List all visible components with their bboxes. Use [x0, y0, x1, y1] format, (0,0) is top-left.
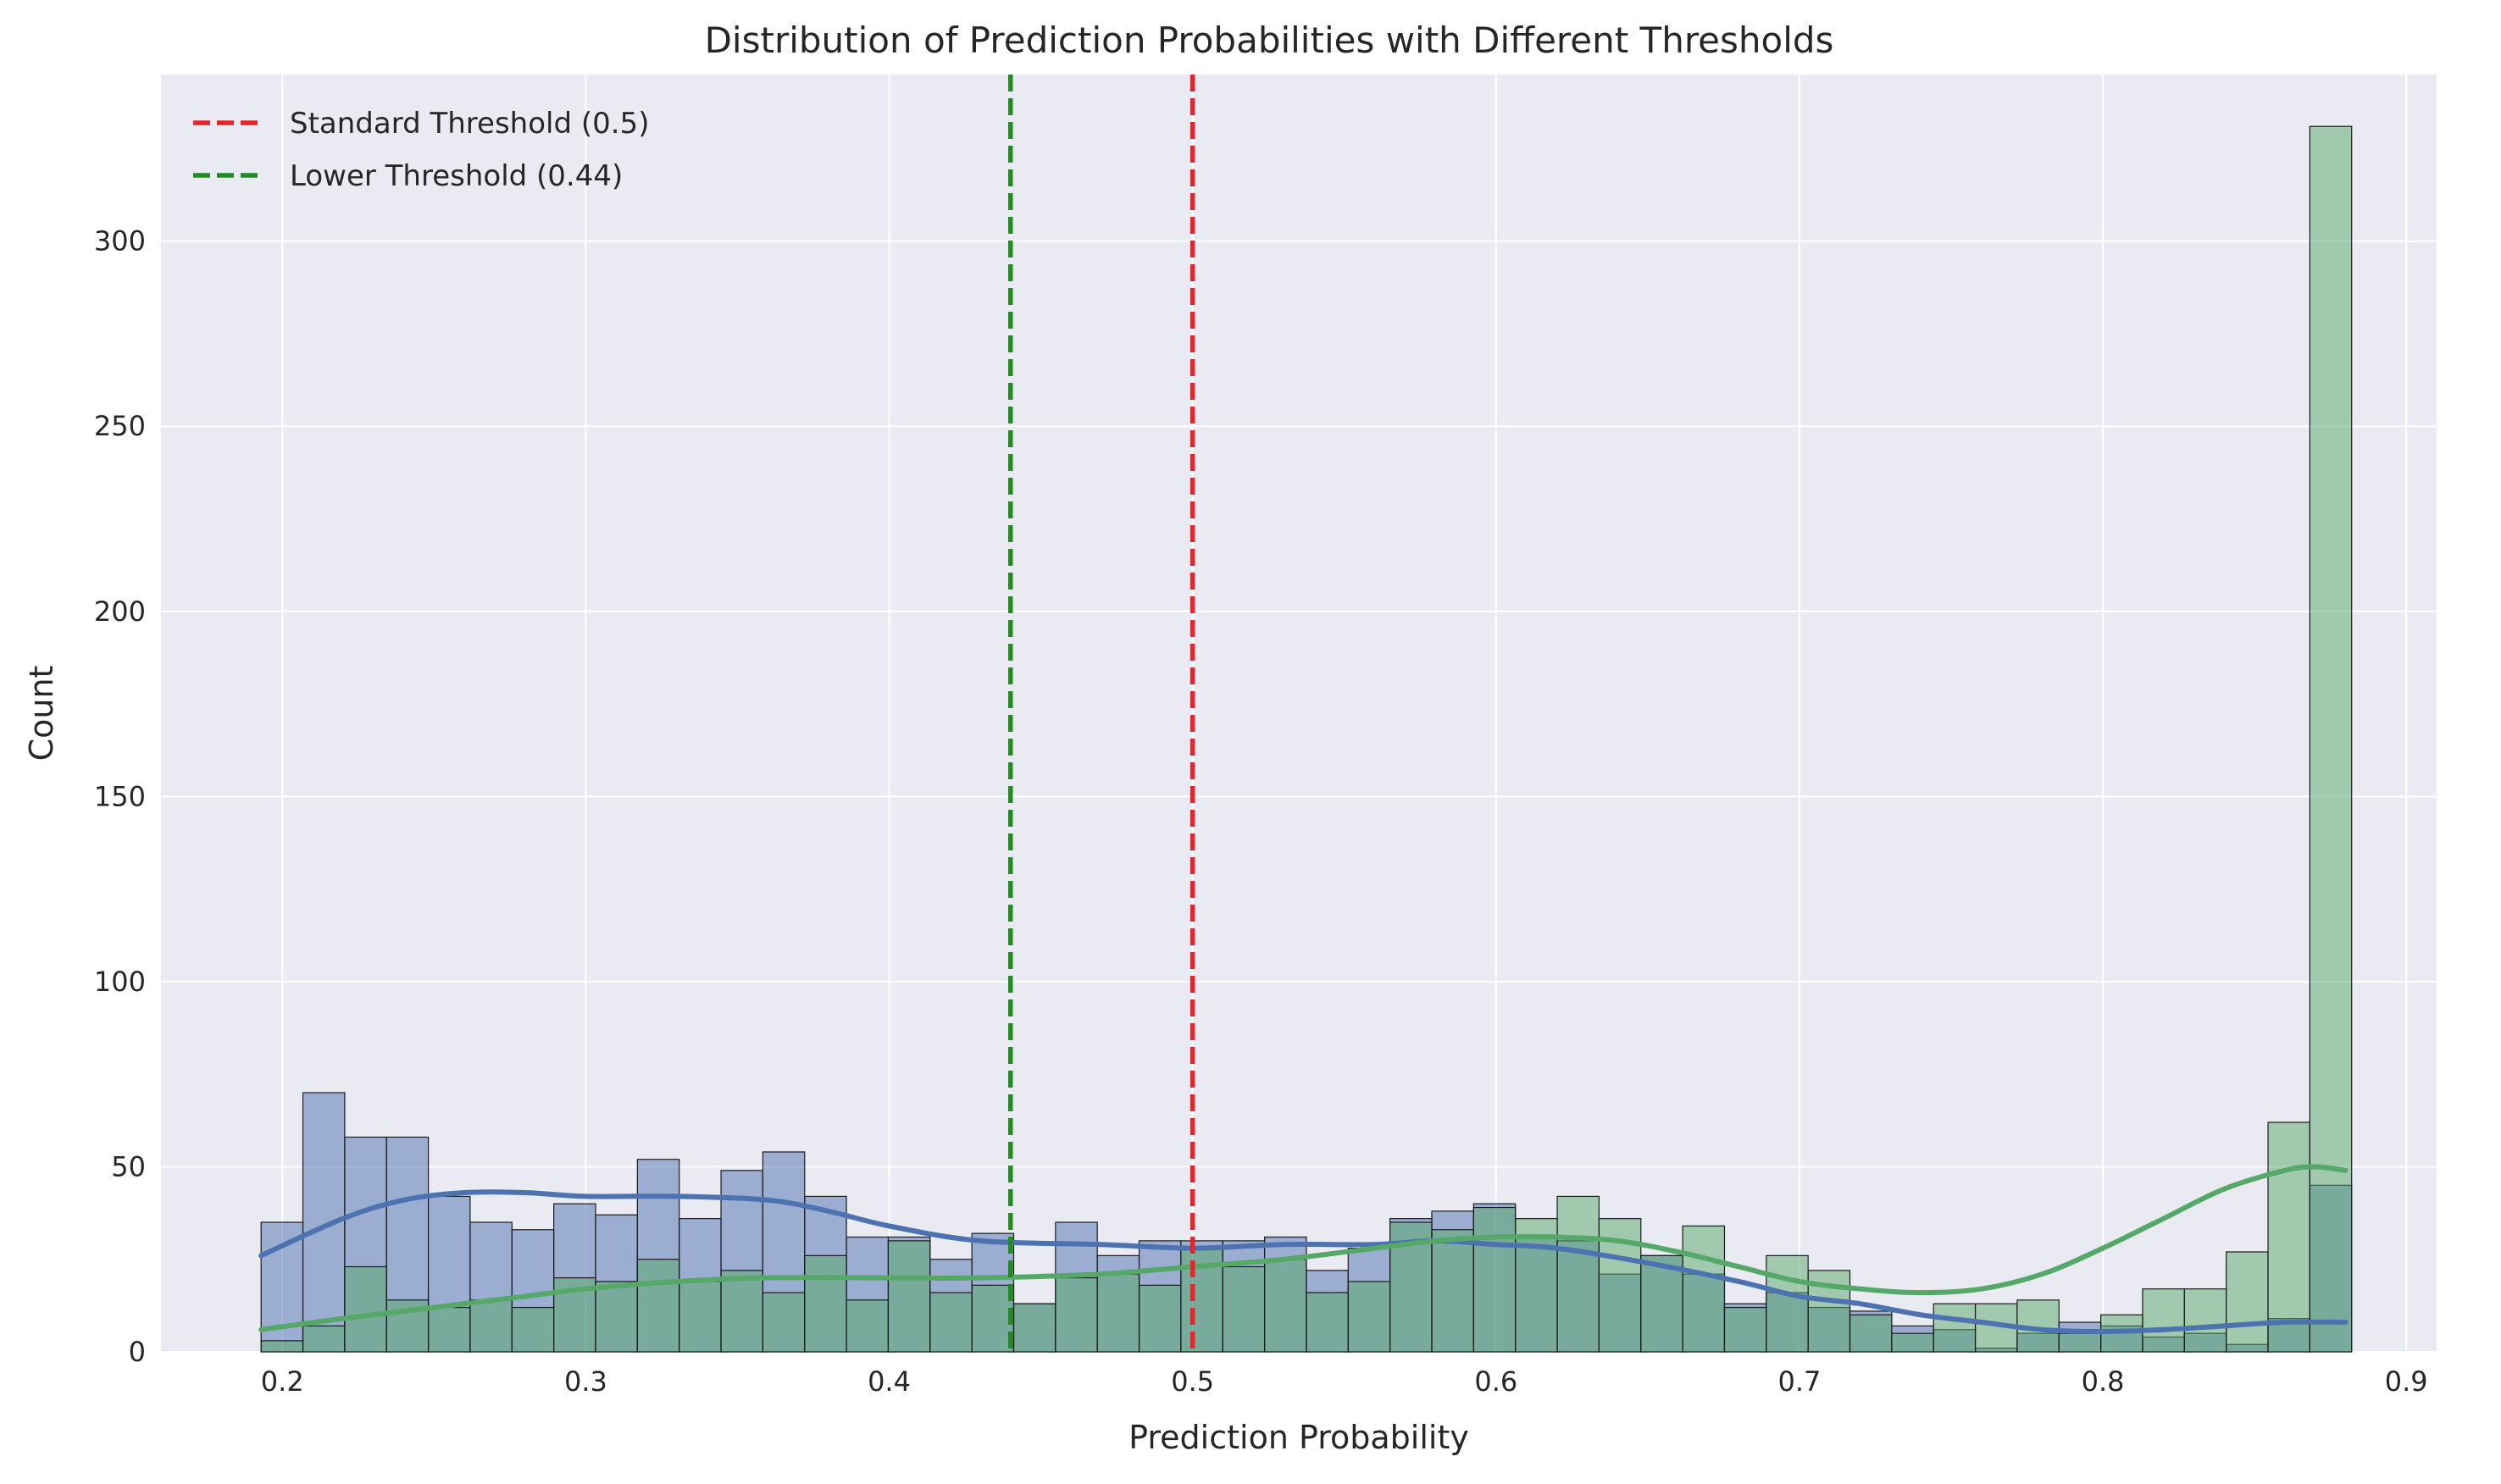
x-axis-ticks: 0.2 0.3 0.4 0.5 0.6 0.7 0.8 0.9: [261, 1365, 2428, 1398]
x-axis-label: Prediction Probability: [1128, 1419, 1469, 1456]
histogram-bar: [511, 1306, 555, 1353]
kde-curve: [258, 1189, 2348, 1334]
chart-title: Distribution of Prediction Probabilities…: [705, 19, 1834, 61]
histogram-bar: [1515, 1218, 1558, 1353]
histogram-bar: [2183, 1288, 2227, 1353]
histogram-bar: [1849, 1314, 1893, 1353]
histogram-bar: [846, 1299, 890, 1353]
kde-curves: [258, 1164, 2348, 1334]
histogram-bar: [2267, 1121, 2310, 1353]
histogram-bar: [1891, 1332, 1934, 1353]
histogram-bar: [679, 1281, 722, 1353]
y-tick-label: 100: [94, 966, 146, 998]
x-tick-label: 0.8: [2082, 1365, 2125, 1398]
y-tick-label: 0: [129, 1336, 146, 1368]
histogram-bars-series-2: [260, 125, 2353, 1353]
histogram-bar: [595, 1281, 638, 1353]
histogram-bar: [1766, 1254, 1809, 1353]
y-axis-label: Count: [23, 666, 60, 761]
histogram-bar: [1640, 1254, 1683, 1353]
histogram-bar: [1472, 1206, 1517, 1353]
histogram-bar: [1096, 1273, 1140, 1353]
histogram-bar: [804, 1254, 847, 1353]
histogram-bar: [1055, 1276, 1098, 1353]
plot-area: [161, 75, 2437, 1352]
histogram-bar: [1222, 1265, 1266, 1353]
legend: Standard Threshold (0.5) Lower Threshold …: [193, 107, 649, 193]
histogram-bar: [2058, 1332, 2102, 1353]
histogram-bar: [636, 1259, 680, 1353]
histogram-bar: [260, 1340, 304, 1353]
y-tick-label: 300: [94, 225, 146, 257]
histogram-bar: [302, 1325, 346, 1353]
histogram-bar: [1933, 1303, 1977, 1353]
histogram-bar: [1682, 1225, 1726, 1353]
histogram-bar: [469, 1299, 513, 1353]
histogram-bar: [1347, 1281, 1391, 1353]
histogram-bar: [2226, 1251, 2269, 1353]
y-axis-ticks: 0 50 100 150 200 250 300: [94, 225, 146, 1368]
histogram-bar: [1431, 1229, 1474, 1353]
histogram-bar: [2142, 1288, 2185, 1353]
y-tick-label: 150: [94, 780, 146, 812]
kde-curve: [258, 1164, 2348, 1332]
legend-label: Lower Threshold (0.44): [290, 159, 623, 193]
y-tick-label: 200: [94, 595, 146, 628]
histogram-bar: [1138, 1284, 1182, 1353]
x-tick-label: 0.3: [564, 1365, 607, 1398]
x-tick-label: 0.6: [1474, 1365, 1517, 1398]
histogram-bar: [427, 1306, 471, 1353]
histogram-bar: [887, 1240, 931, 1353]
histogram-bar: [971, 1284, 1015, 1353]
histogram-bar: [1306, 1292, 1349, 1353]
x-tick-label: 0.5: [1171, 1365, 1214, 1398]
x-tick-label: 0.7: [1777, 1365, 1821, 1398]
histogram-bar: [720, 1270, 763, 1353]
histogram-bar: [344, 1265, 387, 1353]
histogram-bar: [1556, 1195, 1600, 1353]
histogram-bar: [762, 1292, 806, 1353]
y-tick-label: 250: [94, 410, 146, 442]
histogram-bar: [1264, 1259, 1307, 1353]
x-tick-label: 0.9: [2385, 1365, 2428, 1398]
histogram-bar: [2309, 125, 2353, 1353]
x-tick-label: 0.4: [868, 1365, 911, 1398]
legend-label: Standard Threshold (0.5): [290, 107, 649, 141]
histogram-bar: [929, 1292, 973, 1353]
x-tick-label: 0.2: [261, 1365, 304, 1398]
grid-lines: [161, 75, 2437, 1353]
histogram-bar: [1012, 1303, 1056, 1353]
histogram-bar: [1723, 1306, 1767, 1353]
y-tick-label: 50: [111, 1150, 146, 1182]
